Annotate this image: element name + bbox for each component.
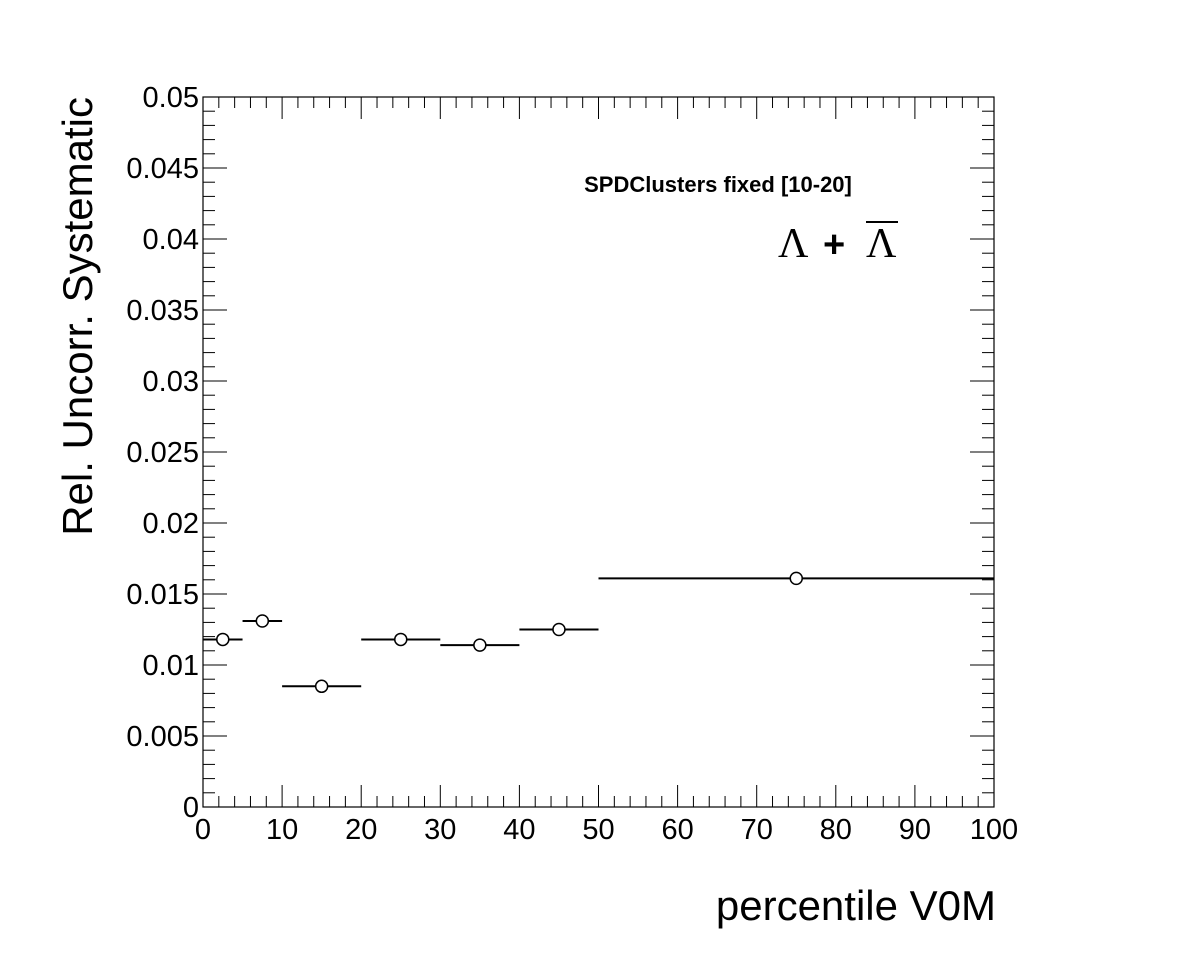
point-marker xyxy=(314,679,329,694)
y-tick-label: 0.025 xyxy=(126,437,199,469)
data-point xyxy=(519,622,599,637)
point-marker xyxy=(789,571,803,586)
y-tick-label: 0.015 xyxy=(126,579,199,611)
antilambda-symbol: Λ xyxy=(866,221,897,267)
y-tick-labels: 0 0.005 0.01 0.015 0.02 0.025 0.03 0.035 0.04 0.0… xyxy=(126,82,199,824)
x-tick-label: 10 xyxy=(266,814,298,846)
data-point xyxy=(282,679,362,694)
point-marker xyxy=(394,632,408,647)
point-marker xyxy=(473,638,487,652)
x-tick-label: 0 xyxy=(195,814,211,846)
data-point xyxy=(440,638,520,652)
cut-annotation: SPDClusters fixed [10-20] xyxy=(584,172,852,197)
data-points xyxy=(203,571,994,694)
x-tick-label: 90 xyxy=(899,814,931,846)
y-tick-label: 0.05 xyxy=(143,82,199,114)
x-tick-label: 30 xyxy=(424,814,456,846)
particle-label: Λ + Λ xyxy=(778,221,898,267)
data-point xyxy=(203,632,243,647)
y-tick-label: 0 xyxy=(183,792,199,824)
y-tick-label: 0.04 xyxy=(143,224,199,256)
x-tick-label: 100 xyxy=(970,814,1018,846)
x-tick-label: 40 xyxy=(503,814,535,846)
plus-symbol: + xyxy=(823,224,845,266)
y-tick-label: 0.005 xyxy=(126,721,199,753)
y-tick-label: 0.035 xyxy=(126,295,199,327)
point-marker xyxy=(552,622,566,637)
x-tick-label: 20 xyxy=(345,814,377,846)
y-tick-label: 0.03 xyxy=(143,366,199,398)
x-tick-label: 70 xyxy=(741,814,773,846)
lambda-symbol: Λ xyxy=(778,221,809,267)
x-tick-label: 50 xyxy=(582,814,614,846)
point-marker xyxy=(255,614,270,628)
point-marker xyxy=(216,632,230,647)
data-point xyxy=(598,571,994,586)
x-axis-title: percentile V0M xyxy=(716,882,996,929)
axis-ticks xyxy=(202,96,995,808)
y-tick-label: 0.045 xyxy=(126,153,199,185)
y-axis-title: Rel. Uncorr. Systematic xyxy=(54,97,101,536)
y-tick-label: 0.02 xyxy=(143,508,199,540)
x-tick-labels: 0 10 20 30 40 50 60 70 80 90 100 xyxy=(195,814,1018,846)
x-tick-label: 60 xyxy=(661,814,693,846)
x-tick-label: 80 xyxy=(820,814,852,846)
data-point xyxy=(242,614,283,628)
data-point xyxy=(361,632,441,647)
y-tick-label: 0.01 xyxy=(143,650,199,682)
